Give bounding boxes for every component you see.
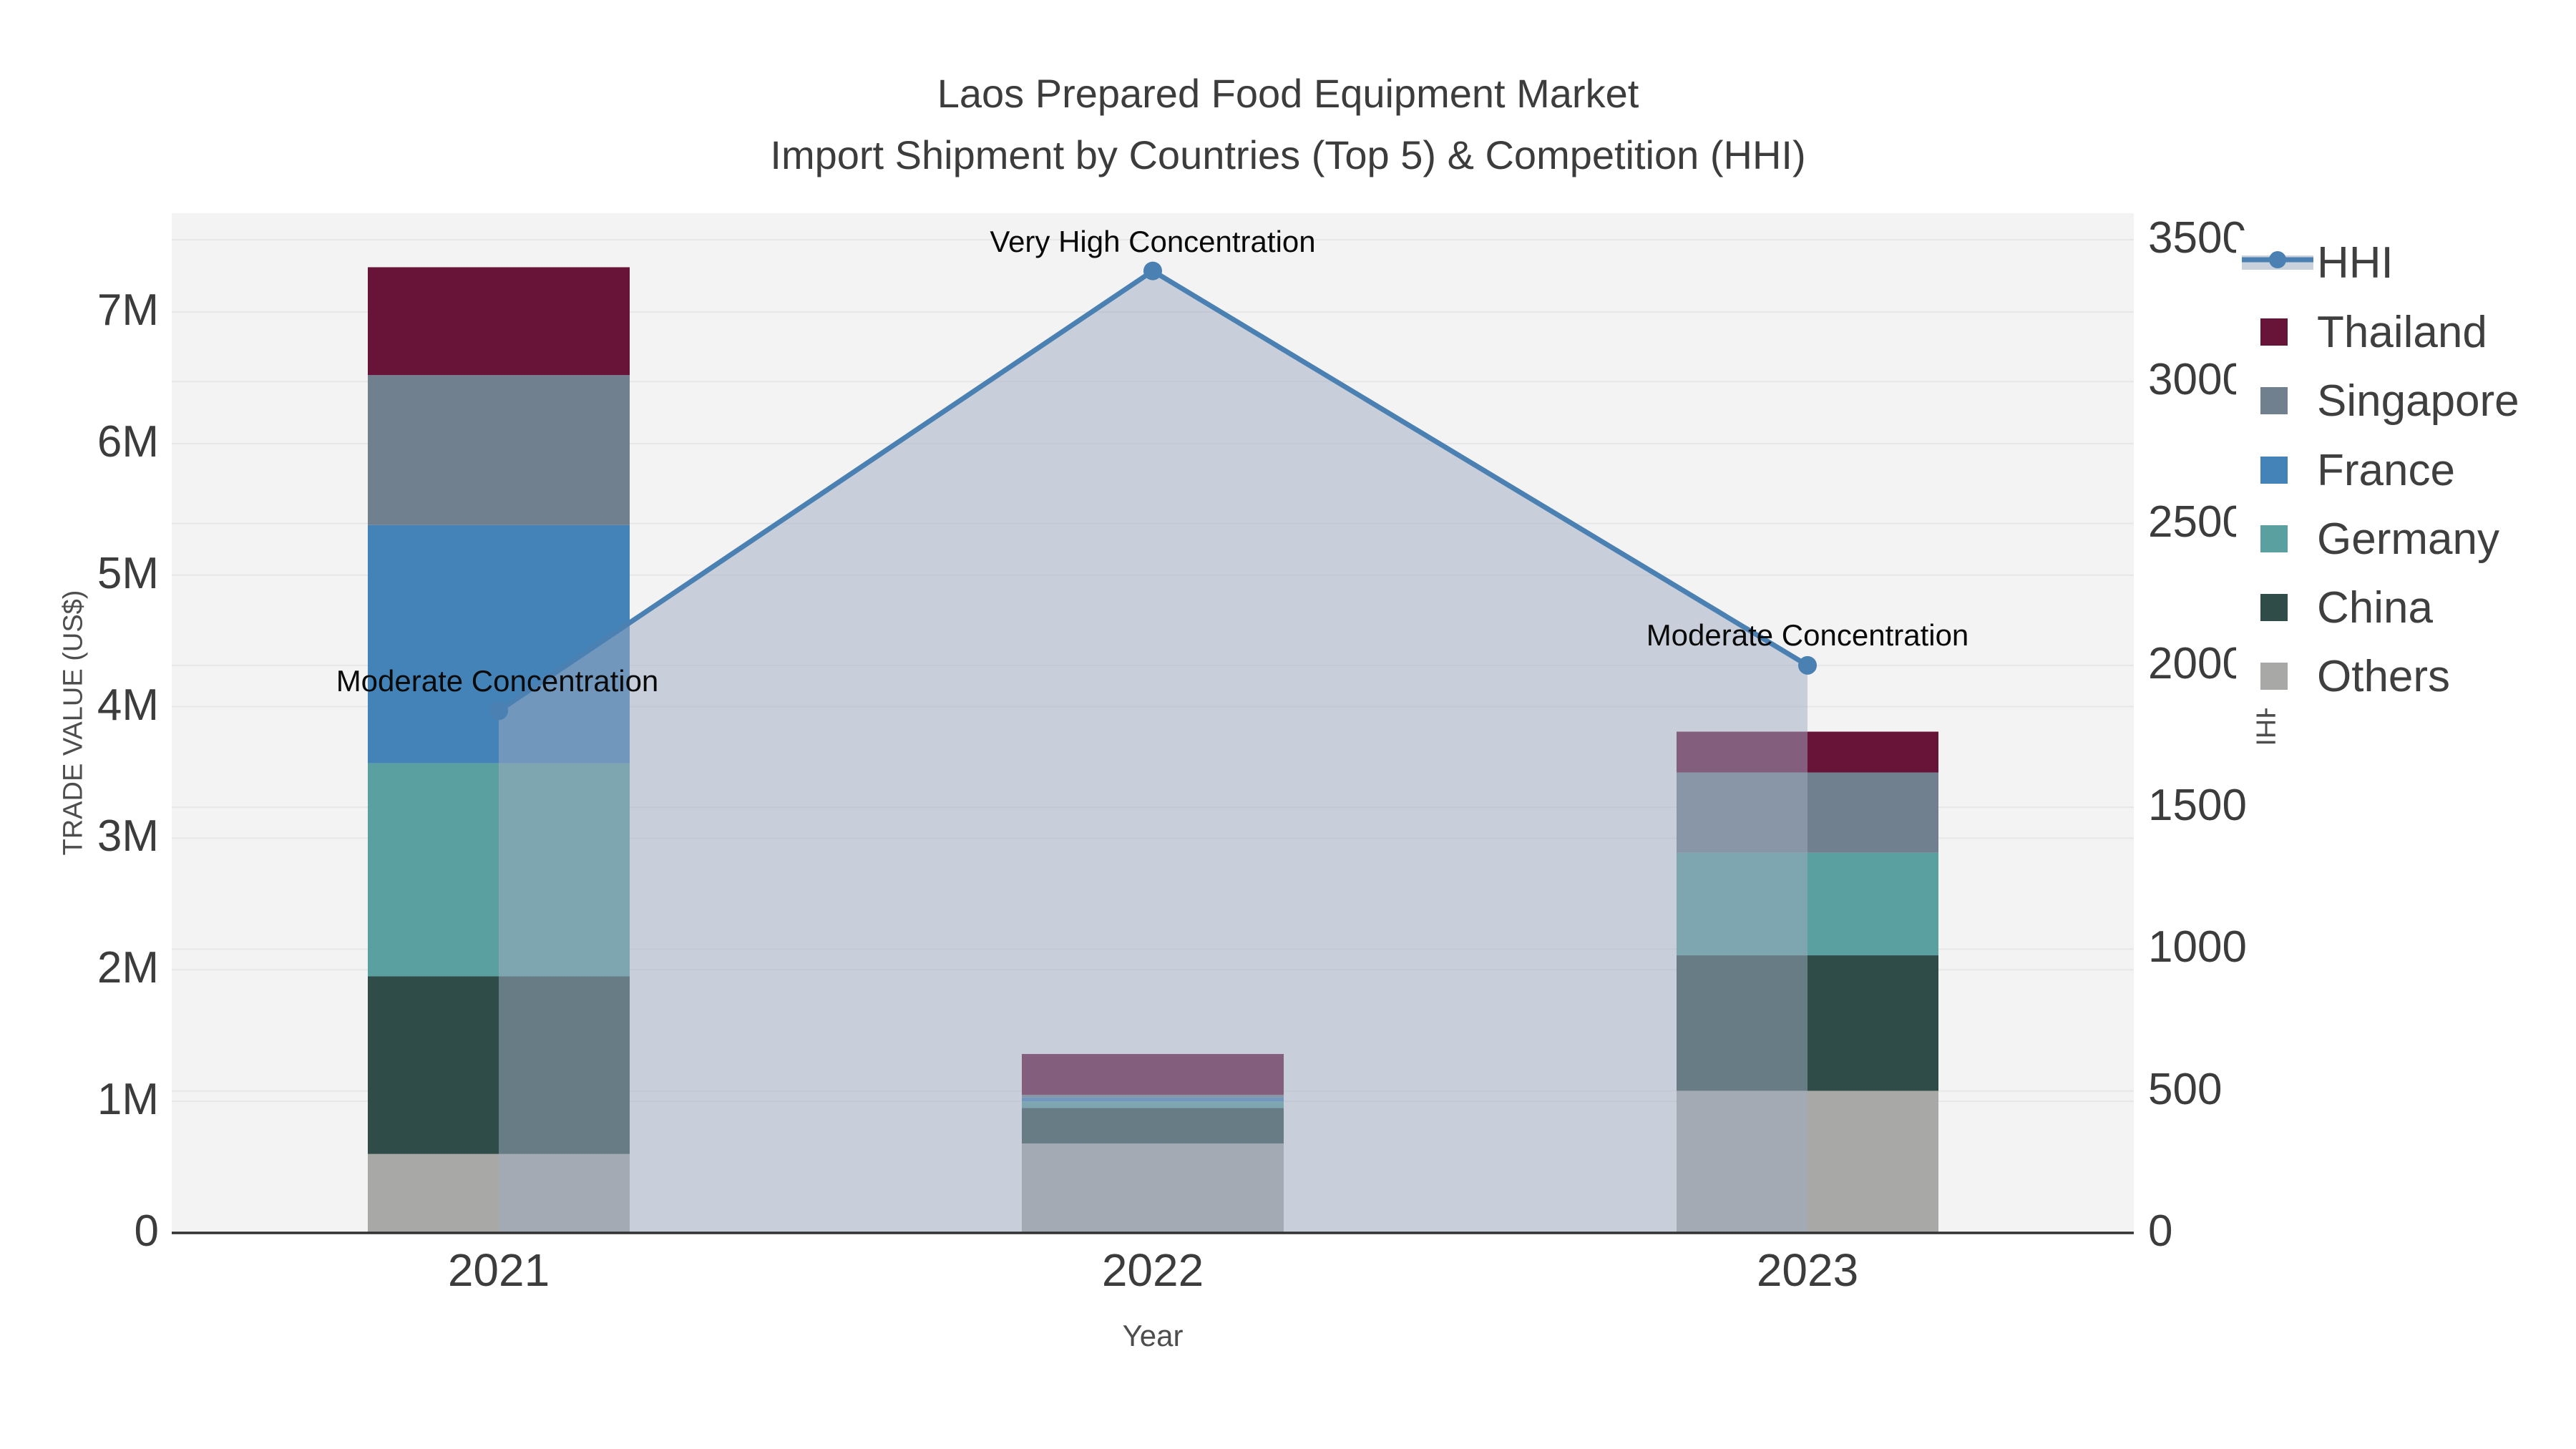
china-swatch-icon bbox=[2260, 594, 2288, 621]
y-right-tick-label: 2000 bbox=[2148, 638, 2247, 688]
y-left-tick-label: 3M bbox=[97, 811, 159, 862]
chart-title: Laos Prepared Food Equipment Market bbox=[937, 71, 1639, 116]
hhi-marker-2023[interactable] bbox=[1798, 655, 1817, 675]
legend-label: Singapore bbox=[2317, 376, 2519, 426]
y-left-tick-label: 1M bbox=[97, 1075, 159, 1125]
hhi-marker-2022[interactable] bbox=[1143, 261, 1162, 280]
legend-item-thailand[interactable]: Thailand bbox=[2236, 303, 2576, 361]
thailand-swatch-icon bbox=[2260, 318, 2288, 346]
legend-item-germany[interactable]: Germany bbox=[2236, 510, 2576, 567]
legend-item-hhi[interactable]: HHI bbox=[2236, 234, 2576, 291]
x-tick-label: 2023 bbox=[1756, 1244, 1859, 1296]
y-left-tick-label: 2M bbox=[97, 943, 159, 993]
y-left-tick-label: 0 bbox=[134, 1206, 159, 1256]
hhi-line-icon bbox=[2242, 251, 2313, 270]
y-right-tick-label: 2500 bbox=[2148, 497, 2247, 547]
bar-segment-thailand-2021[interactable] bbox=[368, 267, 630, 376]
x-axis-title: Year bbox=[1122, 1319, 1184, 1352]
y-right-tick-label: 1000 bbox=[2148, 922, 2247, 972]
legend-label: France bbox=[2317, 445, 2455, 495]
chart-title-block: Laos Prepared Food Equipment Market Impo… bbox=[0, 63, 2576, 186]
hhi-marker-2021[interactable] bbox=[489, 701, 508, 721]
legend: HHI Thailand Singapore France Germany Ch… bbox=[2236, 230, 2576, 708]
legend-label: Germany bbox=[2317, 514, 2499, 564]
x-tick-label: 2021 bbox=[447, 1244, 550, 1296]
chart-subtitle: Import Shipment by Countries (Top 5) & C… bbox=[770, 132, 1806, 177]
y-left-tick-label: 5M bbox=[97, 548, 159, 598]
y-left-tick-label: 7M bbox=[97, 285, 159, 335]
singapore-swatch-icon bbox=[2260, 387, 2288, 414]
legend-item-others[interactable]: Others bbox=[2236, 648, 2576, 705]
y-left-tick-label: 6M bbox=[97, 416, 159, 467]
germany-swatch-icon bbox=[2260, 525, 2288, 552]
hhi-area-fill bbox=[499, 270, 1807, 1234]
bar-segment-singapore-2021[interactable] bbox=[368, 375, 630, 525]
y-right-tick-label: 500 bbox=[2148, 1064, 2223, 1114]
y-right-tick-label: 3000 bbox=[2148, 355, 2247, 405]
legend-label: Others bbox=[2317, 651, 2451, 701]
y-right-tick-label: 1500 bbox=[2148, 781, 2247, 831]
legend-label: China bbox=[2317, 582, 2433, 633]
legend-label: Thailand bbox=[2317, 307, 2487, 357]
legend-label: HHI bbox=[2317, 238, 2394, 288]
y-right-tick-label: 3500 bbox=[2148, 213, 2247, 263]
annotation-very-high-2022: Very High Concentration bbox=[990, 225, 1316, 258]
legend-item-france[interactable]: France bbox=[2236, 441, 2576, 499]
others-swatch-icon bbox=[2260, 663, 2288, 690]
france-swatch-icon bbox=[2260, 457, 2288, 484]
y-right-tick-label: 0 bbox=[2148, 1206, 2173, 1256]
y-left-tick-label: 4M bbox=[97, 680, 159, 730]
annotation-moderate-2021: Moderate Concentration bbox=[336, 664, 659, 698]
legend-item-singapore[interactable]: Singapore bbox=[2236, 372, 2576, 429]
legend-item-china[interactable]: China bbox=[2236, 579, 2576, 636]
annotation-moderate-2023: Moderate Concentration bbox=[1646, 618, 1969, 652]
x-tick-label: 2022 bbox=[1101, 1244, 1204, 1296]
